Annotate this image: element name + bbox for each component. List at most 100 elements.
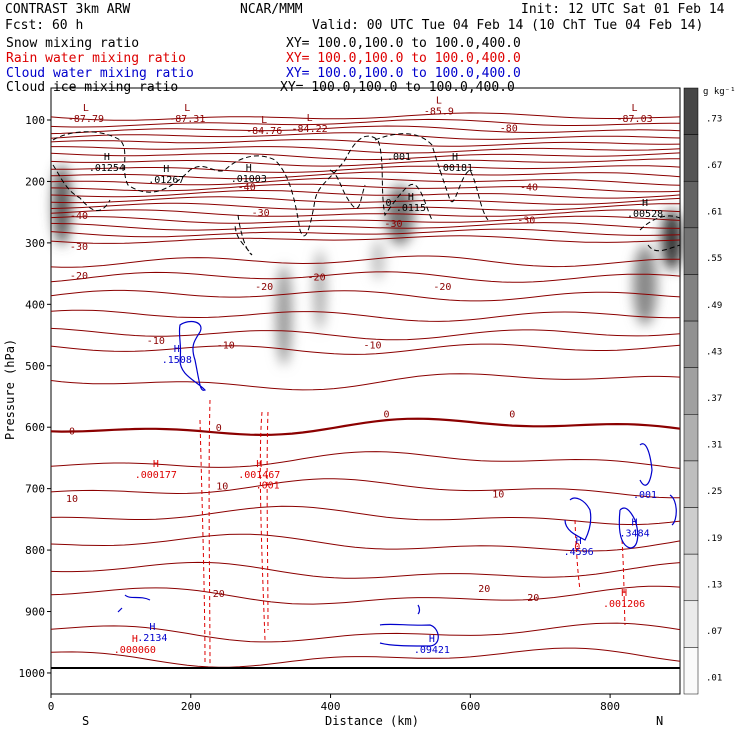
contour-label: 20 (478, 584, 490, 595)
temperature-contour (50, 171, 681, 180)
y-tick-label: 900 (25, 606, 45, 619)
rain-contour (266, 411, 269, 631)
snow-contour (374, 133, 489, 221)
extremum-marker: H (576, 536, 582, 547)
temperature-contour (50, 209, 681, 217)
model-title: CONTRAST 3km ARW (5, 2, 131, 17)
cloud-water-contour (564, 497, 592, 541)
contour-value-label: .001 (256, 481, 280, 492)
contour-label: -30 (384, 219, 402, 230)
extremum-marker: H (246, 163, 252, 174)
temperature-contour (50, 196, 681, 205)
contour-value-label: .001 (633, 490, 657, 501)
temperature-contour (50, 255, 680, 268)
colorbar-label: .25 (706, 487, 722, 497)
extremum-marker: H (104, 152, 110, 163)
colorbar-swatch (683, 414, 699, 462)
colorbar-swatch (683, 647, 699, 695)
contour-label: 10 (492, 490, 504, 501)
contour-label: -20 (308, 273, 326, 284)
colorbar-swatch (683, 320, 699, 368)
contour-label: 0 (216, 423, 222, 434)
y-tick-label: 600 (25, 421, 45, 434)
colorbar-label: .37 (706, 394, 722, 404)
extremum-value: .01003 (231, 174, 267, 185)
x-tick-label: 200 (181, 700, 201, 713)
extremum-marker: H (642, 198, 648, 209)
extremum-value: .000177 (135, 470, 177, 481)
colorbar-swatch (683, 553, 699, 602)
extremum-value: -85.9 (424, 106, 454, 117)
contour-label: -80 (500, 123, 518, 134)
snow-contours (52, 131, 681, 256)
colorbar-label: .73 (706, 114, 722, 124)
extremum-marker: H (153, 459, 159, 470)
temperature-contour (50, 585, 681, 605)
x-tick-label: 0 (48, 700, 55, 713)
temperature-contour (50, 118, 680, 128)
colorbar-label: .31 (706, 441, 722, 451)
extremum-marker: H (132, 634, 138, 645)
extremum-marker: H (256, 459, 262, 470)
temperature-contour (50, 647, 681, 668)
cloud-water-contour (379, 623, 439, 647)
cloud-water-contour (178, 320, 207, 391)
contour-label: -40 (70, 211, 88, 222)
temperature-contour (50, 343, 681, 355)
y-axis-label: Pressure (hPa) (3, 339, 17, 440)
extremum-value: -87.31 (169, 114, 205, 125)
colorbar-label: .01 (706, 674, 722, 684)
temperature-contour (50, 125, 681, 135)
colorbar-swatch (683, 87, 699, 135)
cloud-water-contour (669, 494, 677, 526)
y-tick-label: 300 (25, 237, 45, 250)
rain-contour (259, 411, 266, 641)
temperature-contour (50, 152, 681, 161)
temperature-contour (50, 235, 681, 244)
extremum-marker: H (174, 344, 180, 355)
extremum-value: .4596 (564, 547, 594, 558)
colorbar-label: .67 (706, 161, 722, 171)
extremum-value: .00528 (627, 209, 663, 220)
rain-contours (199, 399, 626, 666)
cloud-water-contour (117, 594, 151, 613)
temperature-contour (50, 289, 681, 302)
colorbar-label: .19 (706, 534, 722, 544)
contour-label: -20 (255, 282, 273, 293)
contour-label: -20 (433, 282, 451, 293)
snow-plume (633, 245, 657, 325)
x-tick-label: 600 (460, 700, 480, 713)
rain-contour (574, 519, 581, 591)
colorbar-swatch (683, 274, 699, 322)
x-tick-label: 800 (600, 700, 620, 713)
contour-label: -30 (70, 242, 88, 253)
extremum-value: .001467 (238, 470, 280, 481)
contour-label: 10 (66, 494, 78, 505)
temperature-contour (50, 417, 681, 437)
extremum-marker: L (307, 113, 313, 124)
temperature-contour (50, 112, 681, 121)
contour-label: 0 (509, 410, 515, 421)
extremum-marker: L (632, 103, 638, 114)
contour-value-label: 0 (574, 542, 580, 553)
colorbar-swatch (683, 460, 699, 508)
extremum-value: .00181 (437, 163, 473, 174)
extra-labels: .001 .001 .001 0 0 (256, 152, 657, 553)
temperature-contour (50, 183, 681, 193)
legend-snow: Snow mixing ratio (6, 36, 140, 51)
snow-plume (372, 240, 384, 280)
snow-plume (276, 265, 292, 365)
temperature-contour (50, 222, 681, 231)
cloud-water-contour (618, 507, 639, 549)
legend-cloud-water: Cloud water mixing ratio (6, 66, 194, 81)
temperature-contour (50, 139, 681, 147)
extremum-marker: H (163, 164, 169, 175)
temperature-contour (50, 327, 681, 341)
legend-rain-xy: XY= 100.0,100.0 to 100.0,400.0 (286, 51, 521, 66)
extremum-value: .000060 (114, 645, 156, 656)
colorbar-unit: g kg⁻¹ (703, 87, 736, 97)
snow-contour (234, 214, 253, 256)
snow-contour (52, 131, 433, 237)
extremum-value: .01267 (148, 175, 184, 186)
